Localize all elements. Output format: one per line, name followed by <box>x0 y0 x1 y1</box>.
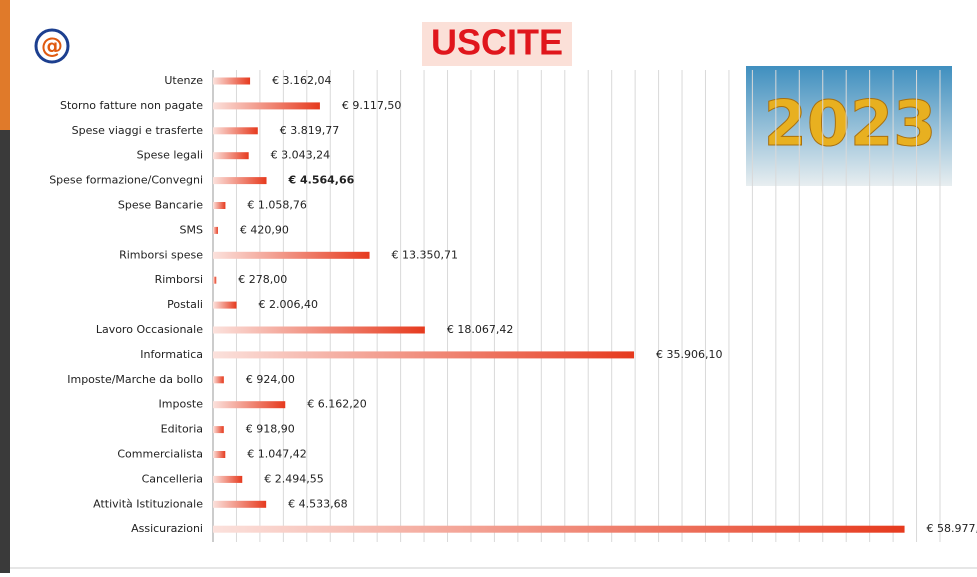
bar <box>213 227 218 234</box>
bar <box>213 277 216 284</box>
bar <box>213 526 905 533</box>
bar <box>213 152 249 159</box>
value-label: € 3.819,77 <box>280 124 339 137</box>
category-label: Cancelleria <box>142 472 203 485</box>
category-label: Rimborsi <box>155 273 203 286</box>
value-label: € 58.977,00 <box>927 522 977 535</box>
bar <box>213 202 225 209</box>
value-label: € 1.058,76 <box>247 199 306 212</box>
value-label: € 35.906,10 <box>656 348 722 361</box>
value-label: € 4.533,68 <box>288 497 347 510</box>
category-label: Imposte <box>159 398 204 411</box>
chart: @ USCITE 2023 Utenze € 3.162,04 Storno fat… <box>0 0 977 573</box>
category-label: Rimborsi spese <box>119 248 203 261</box>
value-label: € 1.047,42 <box>247 448 306 461</box>
value-label: € 3.043,24 <box>271 149 330 162</box>
bar <box>213 177 267 184</box>
category-label: Utenze <box>164 74 203 87</box>
category-label: SMS <box>180 223 203 236</box>
category-label: Spese formazione/Convegni <box>49 174 203 187</box>
value-label: € 420,90 <box>240 223 289 236</box>
bar <box>213 327 425 334</box>
value-label: € 4.564,66 <box>288 174 355 187</box>
category-label: Spese viaggi e trasferte <box>72 124 204 137</box>
bar <box>213 252 370 259</box>
page: @ USCITE 2023 Utenze € 3.162,04 Storno fat… <box>0 0 977 573</box>
category-label: Commercialista <box>117 448 203 461</box>
bar <box>213 351 634 358</box>
value-label: € 6.162,20 <box>307 398 366 411</box>
category-label: Lavoro Occasionale <box>96 323 203 336</box>
bar <box>213 102 320 109</box>
bar <box>213 78 250 85</box>
category-label: Postali <box>167 298 203 311</box>
value-label: € 3.162,04 <box>272 74 331 87</box>
value-label: € 2.494,55 <box>264 472 323 485</box>
side-accent <box>0 0 10 130</box>
value-label: € 18.067,42 <box>447 323 513 336</box>
category-label: Informatica <box>140 348 203 361</box>
value-label: € 9.117,50 <box>342 99 401 112</box>
value-label: € 924,00 <box>246 373 295 386</box>
category-label: Spese legali <box>137 149 203 162</box>
badge: 2023 <box>764 87 937 160</box>
value-label: € 2.006,40 <box>259 298 318 311</box>
bar <box>213 476 242 483</box>
category-label: Assicurazioni <box>131 522 203 535</box>
bar <box>213 302 237 309</box>
category-label: Imposte/Marche da bollo <box>67 373 203 386</box>
bar <box>213 426 224 433</box>
category-label: Attività Istituzionale <box>93 497 203 510</box>
category-label: Editoria <box>161 423 203 436</box>
bar <box>213 401 285 408</box>
value-label: € 918,90 <box>246 423 295 436</box>
bar <box>213 501 266 508</box>
category-label: Spese Bancarie <box>118 199 203 212</box>
category-label: Storno fatture non pagate <box>60 99 203 112</box>
bar <box>213 376 224 383</box>
bar <box>213 451 225 458</box>
value-label: € 278,00 <box>238 273 287 286</box>
value-label: € 13.350,71 <box>392 248 458 261</box>
logo: @ <box>41 34 63 59</box>
chart-title: USCITE <box>431 22 563 63</box>
bar <box>213 127 258 134</box>
